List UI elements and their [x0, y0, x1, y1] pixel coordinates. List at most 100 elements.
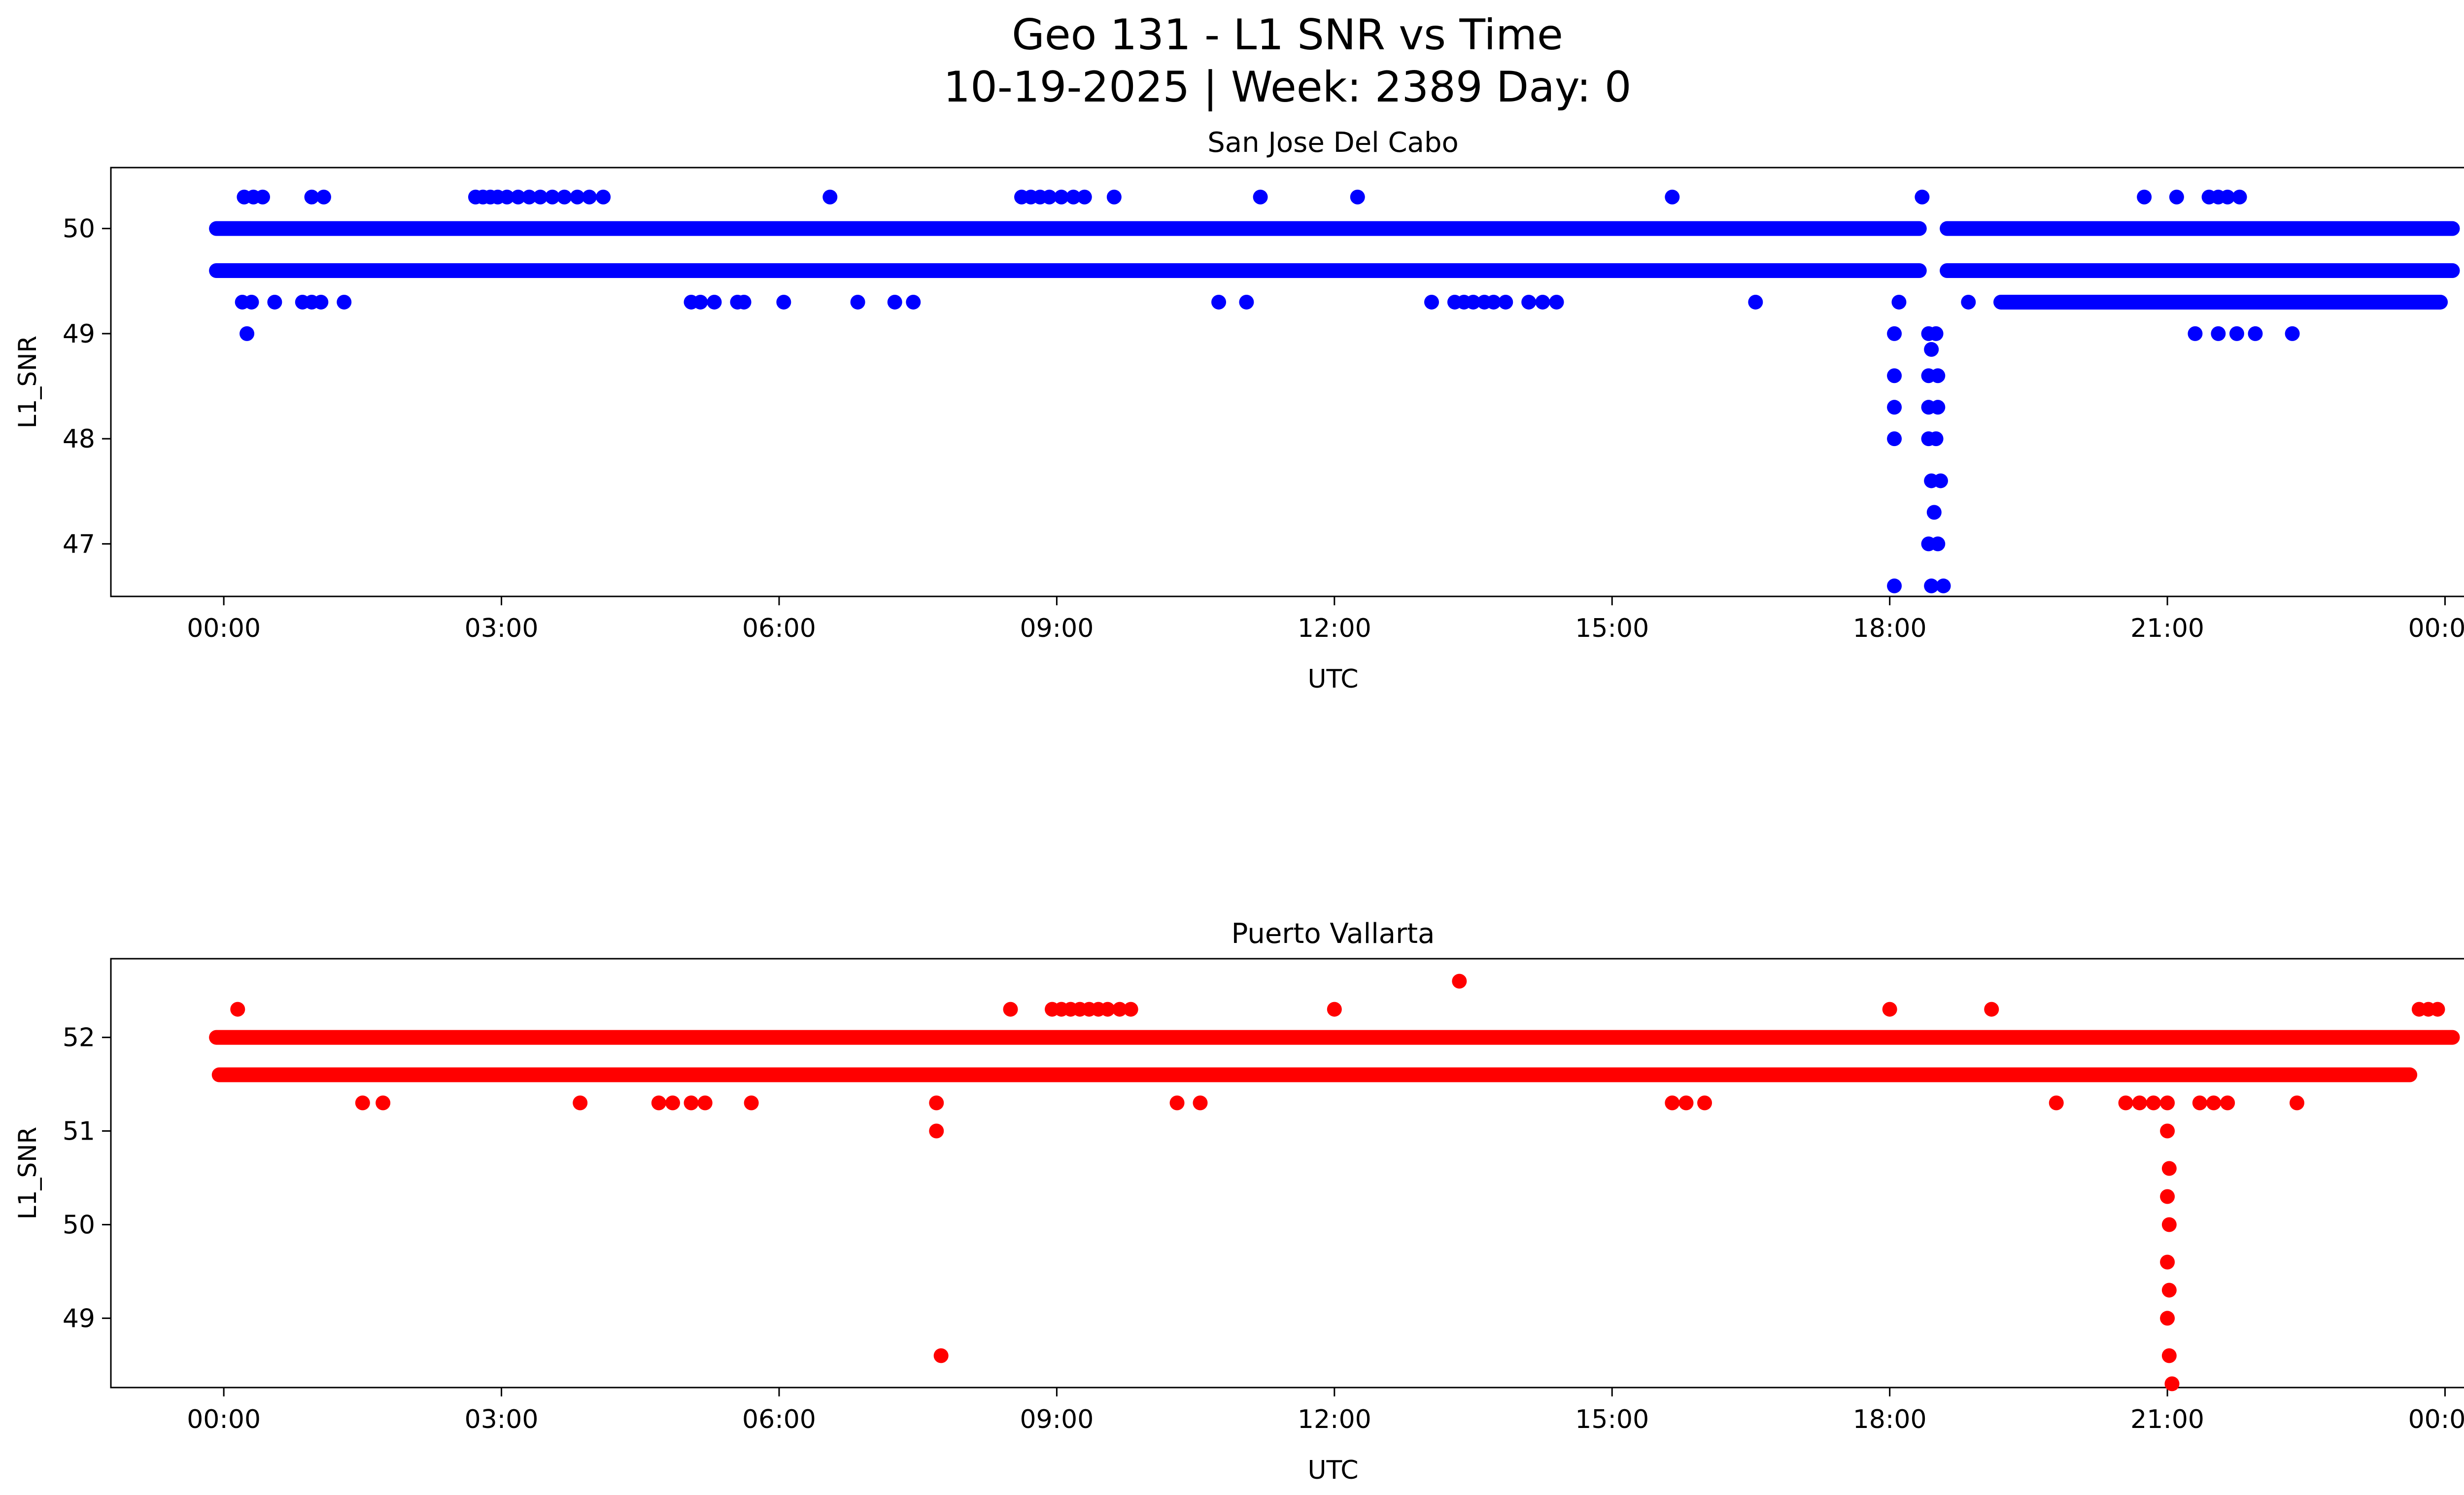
- scatter-point: [1930, 400, 1946, 415]
- scatter-point: [499, 189, 514, 205]
- scatter-point: [1891, 294, 1907, 310]
- scatter-point: [2164, 1376, 2180, 1391]
- x-tick-label: 00:00: [187, 614, 261, 643]
- scatter-point: [1697, 1095, 1712, 1111]
- scatter-point: [521, 189, 537, 205]
- scatter-point: [2161, 1348, 2177, 1363]
- scatter-point: [1466, 294, 1481, 310]
- y-tick-label: 49: [63, 1304, 95, 1333]
- scatter-point: [2160, 1311, 2175, 1326]
- scatter-point: [665, 1095, 680, 1111]
- x-tick-label: 00:00: [2408, 1405, 2464, 1434]
- x-tick-label: 15:00: [1575, 1405, 1649, 1434]
- scatter-point: [1486, 294, 1501, 310]
- plot-area-1: 00:00 03:00 06:00 09:00 12:00 15:00 18:00 21:00…: [13, 958, 2464, 1485]
- scatter-point: [2188, 326, 2203, 341]
- x-tick-label: 15:00: [1575, 614, 1649, 643]
- scatter-point: [1452, 973, 1467, 989]
- scatter-point: [573, 1095, 588, 1111]
- scatter-point: [887, 294, 902, 310]
- x-tick-label: 21:00: [2130, 614, 2204, 643]
- scatter-point: [1042, 189, 1057, 205]
- scatter-point: [707, 294, 722, 310]
- scatter-point: [2169, 189, 2184, 205]
- scatter-point: [2430, 1002, 2445, 1017]
- scatter-point: [533, 189, 548, 205]
- scatter-point: [355, 1095, 370, 1111]
- scatter-point: [1327, 1002, 1342, 1017]
- x-axis-label: UTC: [1307, 664, 1358, 694]
- scatter-point: [1193, 1095, 1208, 1111]
- scatter-point: [2160, 1095, 2175, 1111]
- y-tick-label: 52: [63, 1023, 95, 1053]
- scatter-point: [1961, 294, 1976, 310]
- scatter-point: [2160, 1254, 2175, 1270]
- scatter-point: [1936, 578, 1951, 593]
- scatter-point: [822, 189, 838, 205]
- y-tick-label: 50: [63, 1210, 95, 1240]
- scatter-point: [693, 294, 708, 310]
- scatter-point: [511, 189, 526, 205]
- scatter-point: [1066, 189, 1081, 205]
- scatter-point: [684, 1095, 699, 1111]
- scatter-point: [2206, 1095, 2221, 1111]
- subplot-title-puerto-vallarta: Puerto Vallarta: [1231, 918, 1435, 950]
- scatter-point: [736, 294, 752, 310]
- scatter-point: [2160, 1189, 2175, 1204]
- y-axis-label: L1_SNR: [13, 336, 42, 429]
- scatter-point: [929, 1123, 944, 1139]
- scatter-point: [244, 294, 259, 310]
- scatter-point: [2229, 326, 2244, 341]
- scatter-point: [1253, 189, 1268, 205]
- scatter-point: [744, 1095, 759, 1111]
- scatter-point: [1915, 189, 1930, 205]
- x-tick-label: 18:00: [1853, 614, 1927, 643]
- scatter-point: [2248, 326, 2263, 341]
- scatter-point: [230, 1002, 245, 1017]
- scatter-point: [2118, 1095, 2133, 1111]
- scatter-point: [596, 189, 611, 205]
- scatter-point: [1678, 1095, 1694, 1111]
- scatter-point: [697, 1095, 713, 1111]
- scatter-point: [1748, 294, 1763, 310]
- scatter-point: [1928, 431, 1944, 447]
- scatter-point: [906, 294, 921, 310]
- x-tick-label: 12:00: [1298, 1405, 1371, 1434]
- scatter-point: [570, 189, 585, 205]
- scatter-point: [1054, 189, 1069, 205]
- scatter-point: [255, 189, 271, 205]
- scatter-point: [1169, 1095, 1185, 1111]
- scatter-point: [2146, 1095, 2161, 1111]
- scatter-point: [1887, 368, 1902, 383]
- scatter-point: [1930, 536, 1946, 552]
- scatter-point: [1887, 326, 1902, 341]
- figure-title: Geo 131 - L1 SNR vs Time: [1012, 10, 1563, 60]
- scatter-point: [2161, 1161, 2177, 1176]
- scatter-point: [2161, 1217, 2177, 1232]
- scatter-point: [1549, 294, 1564, 310]
- scatter-point: [1424, 294, 1439, 310]
- scatter-point: [1100, 1002, 1115, 1017]
- x-tick-label: 12:00: [1298, 614, 1371, 643]
- scatter-point: [1123, 1002, 1138, 1017]
- scatter-point: [337, 294, 352, 310]
- scatter-point: [267, 294, 282, 310]
- scatter-point: [545, 189, 560, 205]
- y-tick-label: 51: [63, 1117, 95, 1147]
- scatter-point: [1521, 294, 1537, 310]
- scatter-point: [2285, 326, 2300, 341]
- axes-frame: [110, 167, 2464, 597]
- scatter-point: [776, 294, 791, 310]
- y-tick-label: 47: [63, 529, 95, 559]
- scatter-point: [1535, 294, 1550, 310]
- scatter-point: [2161, 1283, 2177, 1298]
- x-tick-label: 09:00: [1020, 614, 1094, 643]
- x-tick-label: 03:00: [465, 614, 539, 643]
- scatter-point: [2049, 1095, 2064, 1111]
- scatter-point: [376, 1095, 391, 1111]
- scatter-point: [1498, 294, 1513, 310]
- plot-area-0: 00:00 03:00 06:00 09:00 12:00 15:00 18:00 21:00…: [13, 167, 2464, 694]
- scatter-point: [1924, 342, 1939, 357]
- x-tick-label: 03:00: [465, 1405, 539, 1434]
